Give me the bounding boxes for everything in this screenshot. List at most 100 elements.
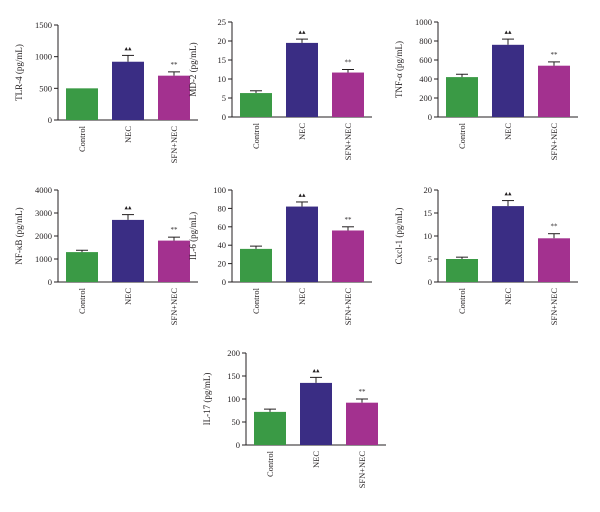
- bar-control: [66, 252, 98, 282]
- x-tick-label: SFN+NEC: [549, 288, 559, 326]
- y-axis-label: MD-2 (pg/mL): [188, 42, 198, 96]
- bar-nec: [492, 44, 524, 117]
- significance-marker: **: [171, 61, 179, 69]
- chart-panel-7: 0 50 100 150 200 IL-17 (pg/mL) Control ▴▴ NEC ** S…: [202, 348, 386, 488]
- y-tick-label: 1000: [35, 254, 52, 264]
- y-tick-label: 40: [218, 240, 227, 250]
- significance-marker: ▴▴: [504, 190, 512, 198]
- bar-nec: [492, 206, 524, 282]
- significance-marker: ▴▴: [298, 28, 306, 36]
- bar-control: [254, 411, 286, 445]
- significance-marker: **: [345, 216, 353, 224]
- y-tick-label: 50: [232, 417, 241, 427]
- x-tick-label: NEC: [297, 123, 307, 140]
- y-tick-label: 100: [213, 185, 226, 195]
- x-tick-label: Control: [457, 287, 467, 314]
- x-tick-label: NEC: [503, 288, 513, 305]
- y-tick-label: 400: [419, 74, 432, 84]
- significance-marker: **: [359, 388, 367, 396]
- y-axis-label: IL-17 (pg/mL): [202, 373, 212, 426]
- x-tick-label: SFN+NEC: [357, 451, 367, 489]
- y-axis-label: Cxcl-1 (pg/mL): [394, 208, 404, 265]
- significance-marker: **: [551, 223, 559, 231]
- x-tick-label: SFN+NEC: [169, 126, 179, 164]
- x-tick-label: Control: [457, 122, 467, 149]
- bar-control: [446, 259, 478, 282]
- bar-nec: [112, 219, 144, 282]
- x-tick-label: SFN+NEC: [169, 288, 179, 326]
- y-tick-label: 0: [48, 277, 52, 287]
- bar-sfn-nec: [332, 72, 364, 117]
- significance-marker: **: [345, 59, 353, 67]
- bar-sfn-nec: [538, 65, 570, 117]
- x-tick-label: NEC: [297, 288, 307, 305]
- significance-marker: ▴▴: [298, 191, 306, 199]
- y-tick-label: 4000: [35, 185, 52, 195]
- significance-marker: ▴▴: [504, 28, 512, 36]
- y-tick-label: 10: [424, 231, 433, 241]
- y-tick-label: 1000: [415, 17, 432, 27]
- bar-control: [446, 77, 478, 117]
- y-tick-label: 200: [419, 93, 432, 103]
- x-tick-label: Control: [265, 450, 275, 477]
- significance-marker: ▴▴: [124, 204, 132, 212]
- y-tick-label: 150: [227, 371, 240, 381]
- x-tick-label: SFN+NEC: [343, 123, 353, 161]
- chart-panel-4: 0 1000 2000 3000 4000 NF-κB (pg/mL) Control ▴▴ N…: [14, 185, 198, 325]
- y-tick-label: 1000: [35, 52, 52, 62]
- y-tick-label: 80: [218, 203, 227, 213]
- y-tick-label: 10: [218, 74, 227, 84]
- y-tick-label: 800: [419, 36, 432, 46]
- bar-nec: [286, 42, 318, 117]
- significance-marker: ▴▴: [124, 44, 132, 52]
- y-tick-label: 5: [222, 93, 226, 103]
- y-tick-label: 500: [39, 83, 52, 93]
- y-tick-label: 0: [222, 277, 226, 287]
- y-tick-label: 5: [428, 254, 432, 264]
- y-axis-label: NF-κB (pg/mL): [14, 207, 24, 264]
- y-tick-label: 100: [227, 394, 240, 404]
- x-tick-label: SFN+NEC: [343, 288, 353, 326]
- bar-sfn-nec: [346, 402, 378, 445]
- bar-control: [240, 248, 272, 282]
- bar-control: [66, 88, 98, 120]
- y-tick-label: 15: [218, 55, 227, 65]
- y-tick-label: 200: [227, 348, 240, 358]
- y-tick-label: 0: [428, 277, 432, 287]
- bar-sfn-nec: [332, 230, 364, 282]
- x-tick-label: Control: [77, 287, 87, 314]
- x-tick-label: NEC: [123, 288, 133, 305]
- y-axis-label: IL-6 (pg/mL): [188, 212, 198, 260]
- significance-marker: **: [171, 226, 179, 234]
- significance-marker: **: [551, 51, 559, 59]
- y-axis-label: TLR-4 (pg/mL): [14, 44, 24, 101]
- y-axis-label: TNF-α (pg/mL): [394, 41, 404, 98]
- bar-nec: [286, 206, 318, 282]
- y-tick-label: 0: [222, 112, 226, 122]
- y-tick-label: 600: [419, 55, 432, 65]
- significance-marker: ▴▴: [312, 366, 320, 374]
- y-tick-label: 3000: [35, 208, 52, 218]
- bar-sfn-nec: [158, 240, 190, 282]
- x-tick-label: Control: [77, 125, 87, 152]
- bar-control: [240, 93, 272, 117]
- y-tick-label: 0: [48, 115, 52, 125]
- bar-sfn-nec: [158, 75, 190, 120]
- x-tick-label: Control: [251, 122, 261, 149]
- y-tick-label: 0: [428, 112, 432, 122]
- chart-panel-5: 0 20 40 60 80 100 IL-6 (pg/mL) Control ▴▴ NEC ** SF…: [188, 185, 372, 325]
- y-tick-label: 60: [218, 222, 227, 232]
- y-tick-label: 20: [218, 36, 227, 46]
- y-tick-label: 1500: [35, 20, 52, 30]
- chart-panel-2: 0 5 10 15 20 25 MD-2 (pg/mL) Control ▴▴ NEC ** SFN+…: [188, 17, 372, 160]
- y-tick-label: 2000: [35, 231, 52, 241]
- chart-panel-6: 0 5 10 15 20 Cxcl-1 (pg/mL) Control ▴▴ NEC ** SFN+…: [394, 185, 578, 325]
- y-tick-label: 20: [218, 259, 227, 269]
- bar-nec: [112, 61, 144, 120]
- bar-sfn-nec: [538, 238, 570, 282]
- y-tick-label: 25: [218, 17, 227, 27]
- y-tick-label: 20: [424, 185, 433, 195]
- x-tick-label: NEC: [503, 123, 513, 140]
- x-tick-label: Control: [251, 287, 261, 314]
